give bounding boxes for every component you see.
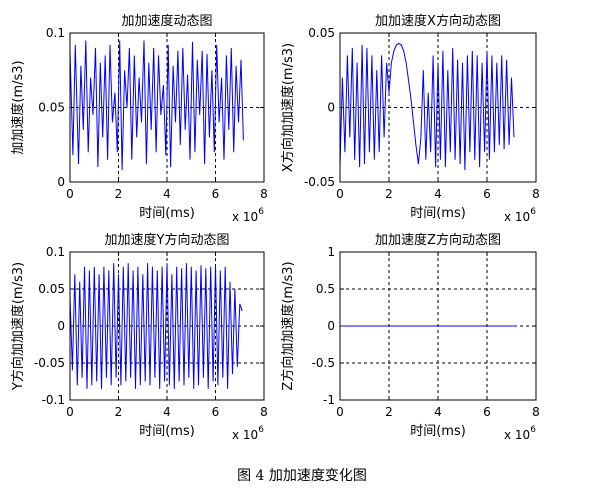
x-exponent-label: x 106 [504, 425, 536, 442]
x-axis-label: 时间(ms) [410, 206, 466, 221]
x-tick-label: 4 [163, 187, 171, 201]
x-tick-label: 0 [66, 187, 74, 201]
y-tick-label: -0.5 [312, 356, 335, 370]
y-tick-label: 0.1 [46, 26, 65, 40]
y-tick-label: 0.1 [46, 245, 65, 259]
y-tick-label: -1 [323, 393, 335, 407]
y-tick-label: -0.05 [304, 175, 335, 189]
x-exponent-label: x 106 [232, 207, 264, 224]
y-tick-label: 1 [327, 245, 335, 259]
y-tick-label: 0 [57, 175, 65, 189]
x-tick-label: 8 [260, 187, 268, 201]
x-exponent-power: 6 [530, 207, 536, 217]
y-tick-label: 0.05 [38, 101, 65, 115]
x-exponent-label: x 106 [232, 425, 264, 442]
y-tick-label: 0.05 [308, 26, 335, 40]
chart-title: 加加速度Z方向动态图 [375, 232, 501, 248]
x-tick-label: 8 [532, 405, 540, 419]
x-tick-label: 2 [385, 405, 393, 419]
x-tick-label: 6 [212, 405, 220, 419]
x-tick-label: 4 [163, 405, 171, 419]
y-axis-label: Y方向加加速度(m/s3) [10, 262, 26, 391]
y-tick-label: 0.05 [38, 282, 65, 296]
x-tick-label: 8 [260, 405, 268, 419]
x-tick-label: 0 [336, 405, 344, 419]
x-tick-label: 0 [66, 405, 74, 419]
x-axis-label: 时间(ms) [410, 424, 466, 439]
chart-title: 加加速度动态图 [121, 13, 212, 29]
y-tick-label: 0 [57, 319, 65, 333]
x-exponent-label: x 106 [504, 207, 536, 224]
axes-frame [339, 251, 537, 401]
x-exponent-power: 6 [258, 207, 264, 217]
x-tick-label: 4 [434, 405, 442, 419]
x-tick-label: 6 [483, 405, 491, 419]
y-tick-label: 0.5 [316, 282, 335, 296]
x-axis-label: 时间(ms) [139, 206, 195, 221]
x-tick-label: 4 [434, 187, 442, 201]
x-tick-label: 2 [115, 405, 123, 419]
x-exponent-power: 6 [258, 425, 264, 435]
chart-title: 加加速度Y方向动态图 [105, 232, 230, 248]
series-line [339, 42, 515, 171]
y-tick-label: 0 [327, 101, 335, 115]
y-tick-label: -0.1 [42, 393, 65, 407]
series-line [69, 40, 244, 171]
y-tick-label: 0 [327, 319, 335, 333]
y-axis-label: Z方向加加速度(m/s3) [280, 261, 296, 390]
axes-frame [69, 251, 265, 401]
x-tick-label: 6 [212, 187, 220, 201]
figure-caption: 图 4 加加速度变化图 [237, 468, 367, 484]
x-tick-label: 6 [483, 187, 491, 201]
y-tick-label: -0.05 [34, 356, 65, 370]
y-axis-label: X方向加加速度(m/s3) [280, 43, 296, 172]
x-axis-label: 时间(ms) [139, 424, 195, 439]
axes-frame [69, 32, 265, 183]
y-axis-label: 加加速度(m/s3) [10, 60, 26, 154]
chart-title: 加加速度X方向动态图 [375, 13, 501, 29]
axes-frame [339, 32, 537, 183]
x-tick-label: 2 [385, 187, 393, 201]
x-tick-label: 8 [532, 187, 540, 201]
x-exponent-power: 6 [530, 425, 536, 435]
x-tick-label: 2 [115, 187, 123, 201]
x-tick-label: 0 [336, 187, 344, 201]
series-line [69, 263, 243, 389]
